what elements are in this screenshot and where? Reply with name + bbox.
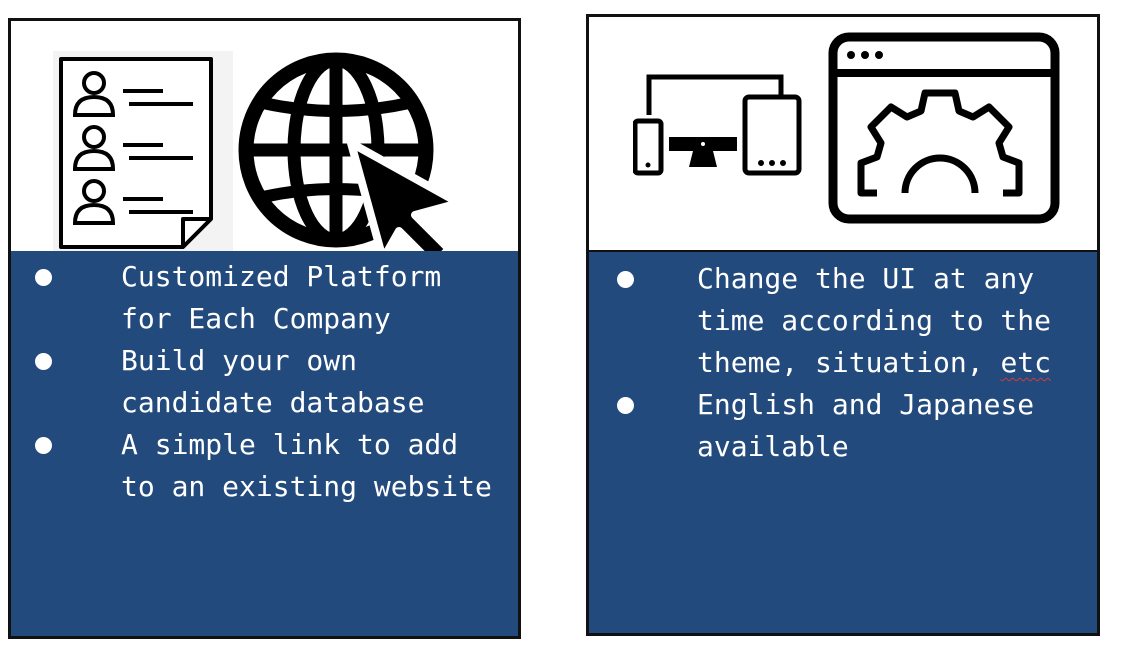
feature-panel: Change the UI at any time according to t… [589, 250, 1097, 633]
list-item-text: Build your own candidate database [121, 344, 425, 419]
list-item-text: Customized Platform for Each Company [121, 260, 442, 335]
feature-card-ui: Change the UI at any time according to t… [586, 14, 1100, 636]
list-item: Customized Platform for Each Company [11, 256, 508, 340]
bullet-dot [35, 269, 52, 286]
bullet-dot [617, 271, 634, 288]
feature-card-platform: Customized Platform for Each Company Bui… [8, 18, 521, 639]
list-item: English and Japanese available [589, 384, 1087, 468]
list-item: Change the UI at any time according to t… [589, 258, 1087, 384]
icon-area [589, 17, 1097, 250]
icon-area [11, 21, 518, 267]
candidate-list-icon [53, 51, 233, 251]
spellcheck-flagged-word[interactable]: etc [1000, 346, 1052, 379]
globe-icon [238, 52, 434, 248]
list-item-text: A simple link to add to an existing webs… [121, 428, 492, 503]
browser-settings-icon [828, 32, 1060, 224]
bullet-dot [35, 437, 52, 454]
feature-panel: Customized Platform for Each Company Bui… [11, 251, 518, 636]
cursor-arrow-icon [347, 139, 463, 267]
list-item: Build your own candidate database [11, 340, 508, 424]
list-item-text: English and Japanese available [697, 388, 1035, 463]
gear-icon [857, 89, 1023, 197]
multi-device-icon [633, 74, 802, 176]
list-item-text: Change the UI at any time according to t… [697, 262, 1052, 379]
bullet-dot [617, 397, 634, 414]
bullet-dot [35, 353, 52, 370]
feature-list: Customized Platform for Each Company Bui… [11, 256, 508, 508]
list-item: A simple link to add to an existing webs… [11, 424, 508, 508]
feature-list: Change the UI at any time according to t… [589, 258, 1087, 468]
